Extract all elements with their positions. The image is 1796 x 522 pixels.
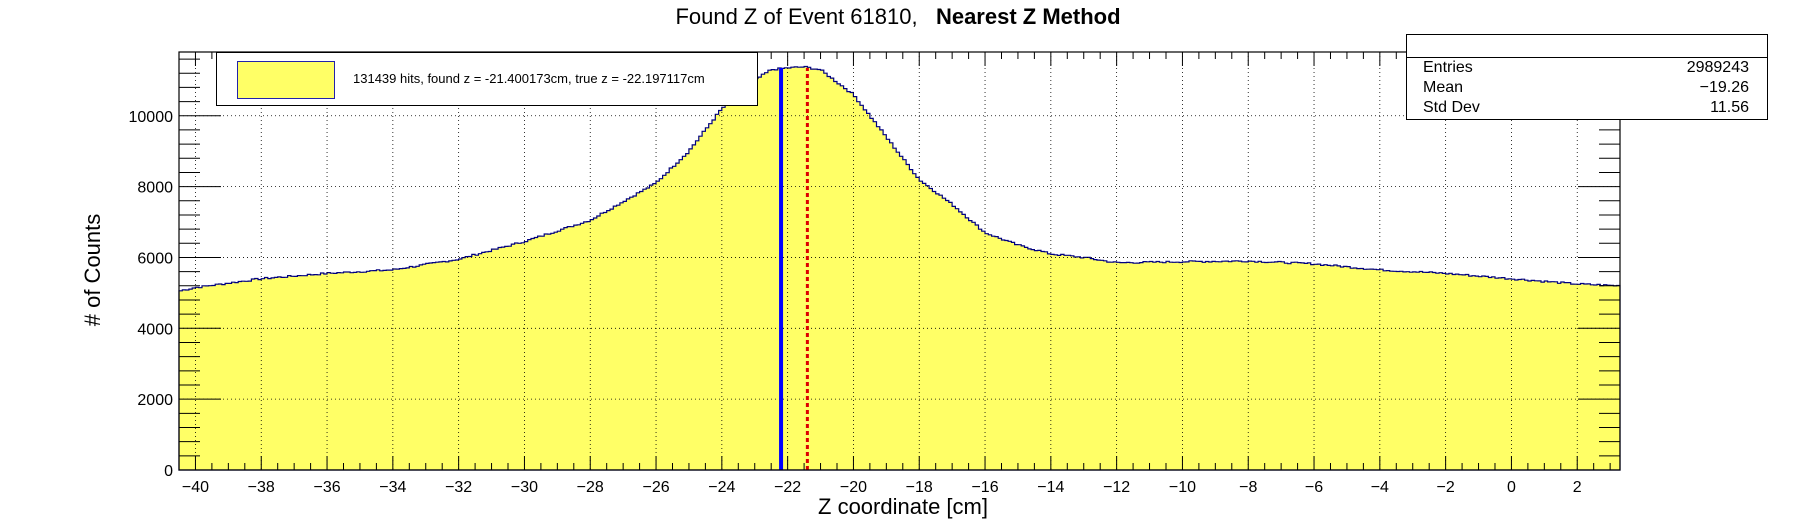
stats-row-std: Std Dev 11.56 [1407, 98, 1767, 118]
x-tick-label: −28 [577, 479, 604, 496]
stats-mean-value: −19.26 [1699, 79, 1749, 96]
x-tick-label: −34 [379, 479, 406, 496]
x-tick-label: −26 [642, 479, 669, 496]
y-tick-label: 2000 [137, 392, 173, 409]
x-tick-label: −2 [1437, 479, 1455, 496]
x-tick-label: 2 [1573, 479, 1582, 496]
y-tick-label: 0 [164, 463, 173, 480]
stats-entries-value: 2989243 [1686, 59, 1749, 76]
plot-frame [178, 51, 1621, 471]
chart-title-method: Nearest Z Method [935, 4, 1121, 29]
y-tick-label: 8000 [137, 180, 173, 197]
chart-title-main: Found Z of Event 61810, [675, 4, 918, 29]
x-tick-label: −4 [1371, 479, 1389, 496]
stats-row-entries: Entries 2989243 [1407, 58, 1767, 78]
x-tick-label: −8 [1239, 479, 1257, 496]
y-tick-label: 10000 [129, 109, 174, 126]
chart-title: Found Z of Event 61810, Nearest Z Method [0, 4, 1796, 30]
histogram-bars [178, 65, 1621, 471]
stats-std-value: 11.56 [1710, 99, 1749, 116]
x-tick-label: −32 [445, 479, 472, 496]
legend: 131439 hits, found z = -21.400173cm, tru… [216, 52, 758, 106]
y-tick-label: 4000 [137, 321, 173, 338]
stats-std-label: Std Dev [1423, 99, 1480, 116]
x-tick-label: −10 [1169, 479, 1196, 496]
stats-entries-label: Entries [1423, 59, 1473, 76]
y-tick-label: 6000 [137, 250, 173, 267]
x-tick-label: −6 [1305, 479, 1323, 496]
stats-mean-label: Mean [1423, 79, 1464, 96]
x-tick-label: −20 [840, 479, 867, 496]
stats-box: Entries 2989243 Mean −19.26 Std Dev 11.5… [1406, 34, 1768, 120]
x-tick-label: −16 [971, 479, 998, 496]
y-axis-title: # of Counts [80, 214, 105, 327]
x-tick-label: 0 [1507, 479, 1516, 496]
x-tick-label: −40 [182, 479, 209, 496]
x-axis-title: Z coordinate [cm] [818, 494, 988, 519]
stats-header [1407, 35, 1767, 58]
x-tick-label: −22 [774, 479, 801, 496]
x-tick-label: −24 [708, 479, 735, 496]
x-tick-label: −12 [1103, 479, 1130, 496]
x-tick-label: −18 [906, 479, 933, 496]
x-tick-label: −14 [1037, 479, 1064, 496]
stats-row-mean: Mean −19.26 [1407, 78, 1767, 98]
x-tick-label: −30 [511, 479, 538, 496]
x-tick-label: −36 [313, 479, 340, 496]
legend-swatch [237, 61, 335, 99]
legend-entry: 131439 hits, found z = -21.400173cm, tru… [353, 71, 705, 86]
x-tick-label: −38 [248, 479, 275, 496]
